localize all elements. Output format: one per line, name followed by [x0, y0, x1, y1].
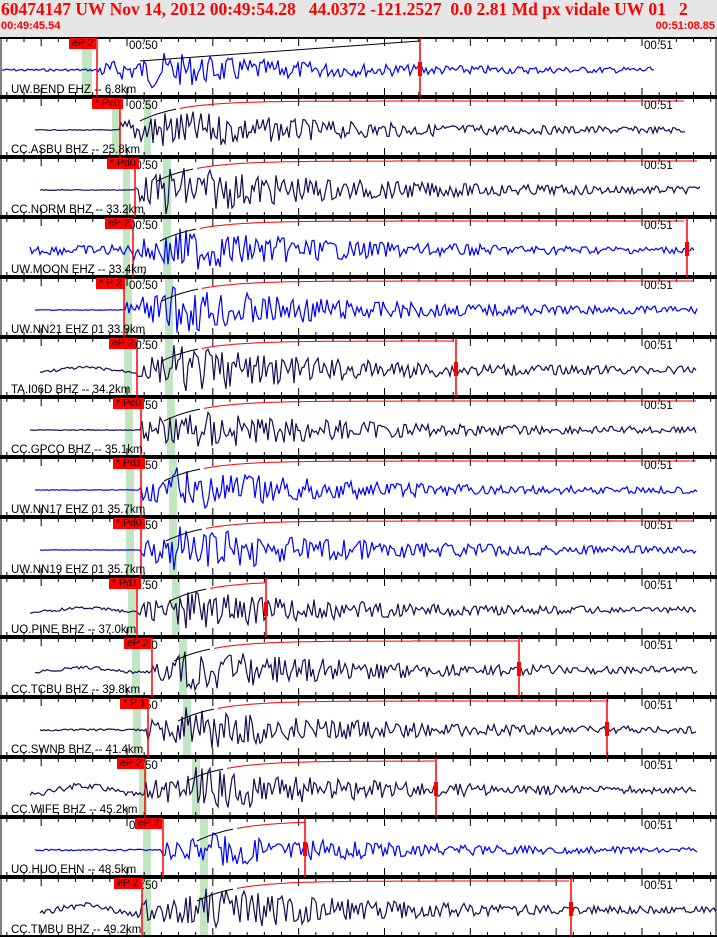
station-panel[interactable]: 00:50 00:51 eP 2 UW.BEND EHZ -- 6.8km — [0, 37, 717, 97]
time-label-0051: 00:51 — [644, 700, 673, 712]
phase-pick-label[interactable]: * Pc0 — [113, 398, 145, 409]
phase-pick-label[interactable]: * Pd1 — [113, 458, 145, 469]
station-label: TA.I06D BHZ -- 34.2km — [11, 384, 131, 396]
station-label: UW.NN19 EHZ 01 35.7km — [11, 564, 146, 576]
station-panel[interactable]: 00:50 00:51 * Pd0 CC.NORM BHZ -- 33.2km — [0, 157, 717, 217]
time-label-0051: 00:51 — [644, 880, 673, 892]
time-label-0050: 00:50 — [129, 100, 158, 112]
station-label: CC.TCBU BHZ -- 39.8km — [11, 684, 141, 696]
time-label-0051: 00:51 — [644, 280, 673, 292]
time-label-0051: 00:51 — [644, 460, 673, 472]
station-label: CC.TMBU BHZ -- 49.2km — [11, 924, 142, 936]
waveform-plot[interactable] — [0, 637, 717, 697]
station-label: CC.ASBU BHZ -- 25.8km — [11, 144, 141, 156]
phase-pick-label[interactable]: * P 1 — [120, 698, 149, 709]
phase-pick-label[interactable]: * Pd0 — [113, 518, 145, 529]
station-label: UW.NN21 EHZ 01 33.9km — [11, 324, 146, 336]
time-label-0050: 00:50 — [129, 280, 158, 292]
event-header: 60474147 UW Nov 14, 2012 00:49:54.28 44.… — [0, 0, 717, 37]
event-title: 60474147 UW Nov 14, 2012 00:49:54.28 44.… — [1, 0, 688, 19]
time-label-0051: 00:51 — [644, 100, 673, 112]
phase-pick-label[interactable]: * Pd1 — [109, 578, 141, 589]
time-label-0051: 00:51 — [644, 400, 673, 412]
station-label: CC.NORM BHZ -- 33.2km — [11, 204, 144, 216]
phase-pick-label[interactable]: eP 2 — [114, 878, 142, 889]
time-label-0051: 00:51 — [644, 220, 673, 232]
time-label-0051: 00:51 — [644, 640, 673, 652]
station-label: UO.HUO EHN -- 48.5km — [11, 864, 137, 876]
station-panel[interactable]: 00:50 00:51 * Pc0 CC.ASBU BHZ -- 25.8km — [0, 97, 717, 157]
station-label: CC.SWNB BHZ -- 41.4km — [11, 744, 144, 756]
phase-pick-label[interactable]: * P 2 — [96, 278, 125, 289]
waveform-plot[interactable] — [0, 37, 717, 97]
time-label-0050: 00:50 — [129, 220, 158, 232]
phase-pick-label[interactable]: eP 2 — [109, 338, 137, 349]
phase-pick-label[interactable]: eP 2 — [117, 758, 145, 769]
time-label-0051: 00:51 — [644, 340, 673, 352]
station-label: UW.BEND EHZ -- 6.8km — [11, 84, 137, 96]
window-start-time: 00:49:45.54 — [1, 20, 61, 32]
waveform-plot[interactable] — [0, 817, 717, 877]
time-label-0051: 00:51 — [644, 760, 673, 772]
station-label: UW.MOON EHZ -- 33.4km — [11, 264, 147, 276]
phase-pick-label[interactable]: * Pc0 — [92, 98, 124, 109]
seismogram-stack[interactable]: 00:50 00:51 eP 2 UW.BEND EHZ -- 6.8km 00:50 0… — [0, 37, 717, 938]
time-label-0051: 00:51 — [644, 520, 673, 532]
station-panel[interactable]: 00:50 00:51 * P 2 UW.NN21 EHZ 01 33.9km — [0, 277, 717, 337]
phase-pick-label[interactable]: eP 2 — [124, 638, 152, 649]
station-panel[interactable]: 00:50 00:51 eP 2 CC.TMBU BHZ -- 49.2km — [0, 877, 717, 937]
station-label: CC.GPCO BHZ -- 35.1km — [11, 444, 143, 456]
phase-pick-label[interactable]: eP 2 — [69, 38, 97, 49]
station-panel[interactable]: 00:50 00:51 eP 2 UW.MOON EHZ -- 33.4km — [0, 217, 717, 277]
time-label-0051: 00:51 — [644, 580, 673, 592]
time-label-0050: 00:50 — [129, 40, 158, 52]
time-label-0051: 00:51 — [644, 820, 673, 832]
station-panel[interactable]: 00:50 00:51 eP 2 TA.I06D BHZ -- 34.2km — [0, 337, 717, 397]
phase-pick-label[interactable]: eP 2 — [105, 218, 133, 229]
phase-pick-label[interactable]: eP 2 — [135, 818, 163, 829]
time-label-0051: 00:51 — [644, 40, 673, 52]
station-label: CC.WIFE BHZ -- 45.2km — [11, 804, 138, 816]
station-label: UO.PINE BHZ -- 37.0km — [11, 624, 137, 636]
waveform-plot[interactable] — [0, 697, 717, 757]
time-label-0051: 00:51 — [644, 160, 673, 172]
station-panel[interactable]: 00:50 00:51 * Pd1 UO.PINE BHZ -- 37.0km — [0, 577, 717, 637]
phase-pick-label[interactable]: * Pd0 — [107, 158, 139, 169]
window-end-time: 00:51:08.85 — [655, 20, 715, 32]
station-label: UW.NN17 EHZ 01 35.7km — [11, 504, 146, 516]
